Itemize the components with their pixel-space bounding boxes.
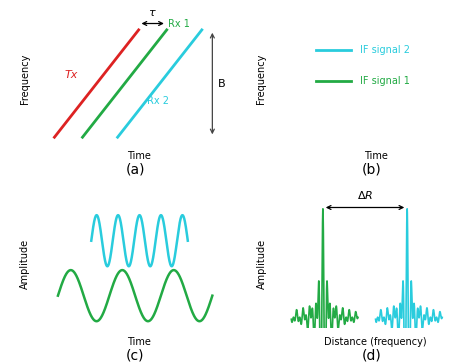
Text: $\tau$: $\tau$ <box>148 8 157 19</box>
Text: Rx 2: Rx 2 <box>147 96 169 106</box>
Text: Amplitude: Amplitude <box>19 239 29 289</box>
Text: B: B <box>218 79 225 88</box>
Text: Amplitude: Amplitude <box>256 239 266 289</box>
Text: Time: Time <box>364 151 387 161</box>
Text: (a): (a) <box>126 163 145 177</box>
Text: Frequency: Frequency <box>19 53 29 104</box>
Text: (d): (d) <box>362 348 382 362</box>
Text: Distance (frequency): Distance (frequency) <box>324 337 427 347</box>
Text: (b): (b) <box>362 163 382 177</box>
Text: Time: Time <box>127 151 151 161</box>
Text: (c): (c) <box>126 348 145 362</box>
Text: Time: Time <box>127 337 151 347</box>
Text: $\Delta R$: $\Delta R$ <box>357 189 373 201</box>
Text: Rx 1: Rx 1 <box>168 19 191 29</box>
Text: Frequency: Frequency <box>256 53 266 104</box>
Text: IF signal 2: IF signal 2 <box>360 46 410 55</box>
Text: IF signal 1: IF signal 1 <box>360 76 410 86</box>
Text: Tx: Tx <box>65 71 78 80</box>
